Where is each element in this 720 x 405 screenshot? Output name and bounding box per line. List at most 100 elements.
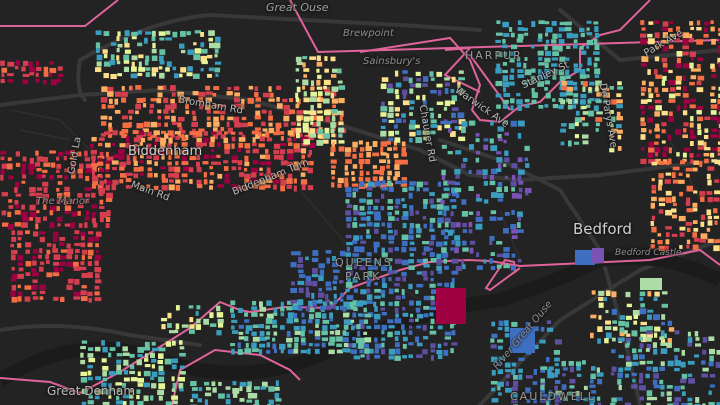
building [682, 32, 690, 39]
building [363, 300, 367, 305]
building [558, 104, 564, 110]
building [701, 360, 706, 365]
building [708, 402, 715, 405]
building [268, 98, 275, 102]
building [78, 174, 83, 179]
building [273, 331, 278, 336]
building [511, 369, 516, 375]
building [444, 265, 449, 270]
building [49, 61, 54, 65]
building [123, 370, 129, 375]
building [625, 361, 632, 367]
building [713, 208, 718, 214]
building [687, 331, 691, 337]
building [137, 346, 145, 353]
building [566, 32, 573, 39]
building [32, 279, 38, 283]
building [91, 211, 96, 218]
building [129, 115, 133, 120]
building [641, 80, 646, 86]
building [457, 82, 461, 89]
building [707, 215, 713, 220]
building [329, 312, 333, 319]
building [91, 175, 99, 182]
building [318, 299, 323, 304]
building [0, 156, 5, 161]
building [116, 55, 120, 61]
building [697, 140, 704, 146]
building [22, 174, 27, 179]
building [451, 107, 459, 112]
building [275, 122, 282, 129]
building [475, 216, 483, 222]
building [444, 82, 450, 87]
building [331, 176, 335, 180]
building [251, 300, 257, 306]
building [217, 184, 224, 188]
building [504, 211, 510, 216]
building [423, 76, 429, 82]
building [468, 229, 473, 234]
building [17, 255, 24, 261]
building [339, 115, 343, 121]
building [217, 142, 221, 148]
building [167, 149, 173, 155]
building [130, 364, 135, 370]
building [616, 123, 622, 129]
building [511, 398, 518, 404]
building [455, 240, 461, 247]
building [126, 136, 130, 143]
building [510, 51, 516, 56]
building [280, 185, 286, 192]
building [702, 367, 709, 372]
building [409, 313, 414, 318]
building [718, 32, 720, 36]
building [490, 265, 496, 270]
building [667, 338, 672, 344]
building [57, 66, 63, 71]
building [702, 349, 707, 355]
building [657, 239, 663, 245]
building [594, 57, 600, 62]
building [91, 192, 96, 198]
building [706, 191, 713, 195]
building [73, 266, 81, 271]
building [524, 69, 532, 76]
building [409, 253, 414, 257]
building [596, 367, 600, 374]
building [388, 216, 395, 221]
building [181, 155, 187, 162]
building [323, 139, 329, 144]
building [231, 325, 235, 330]
building [675, 75, 682, 81]
building [244, 143, 251, 149]
building [105, 174, 111, 178]
building [35, 72, 39, 77]
building [142, 133, 147, 137]
building [618, 354, 624, 359]
building [658, 184, 662, 191]
building [380, 289, 386, 295]
building [118, 148, 125, 155]
building [344, 165, 348, 171]
building [497, 339, 504, 343]
building [582, 86, 586, 92]
building [708, 348, 716, 355]
building [202, 161, 209, 165]
building [352, 147, 357, 152]
building [351, 183, 359, 187]
building [265, 149, 269, 154]
building [210, 161, 217, 165]
building [469, 240, 476, 245]
building [49, 67, 57, 74]
building [31, 267, 37, 273]
building [366, 229, 370, 234]
building [43, 66, 49, 73]
building [161, 130, 167, 134]
building [582, 122, 589, 127]
building [708, 361, 714, 367]
building [21, 180, 26, 184]
building [400, 183, 408, 187]
